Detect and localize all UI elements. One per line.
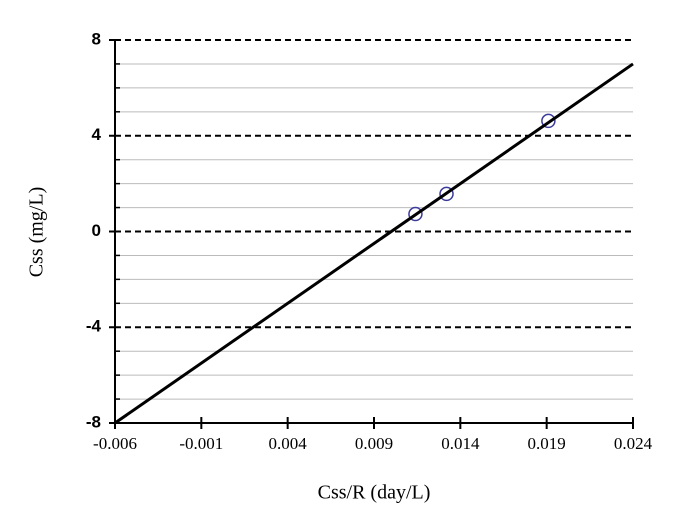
y-tick-label: 4 — [92, 125, 102, 144]
data-point — [541, 113, 556, 129]
y-tick-label: -4 — [86, 317, 102, 336]
x-tick-label: 0.019 — [528, 434, 566, 453]
y-axis-label: Css (mg/L) — [26, 187, 48, 278]
data-point — [408, 206, 423, 222]
y-tick-label: 8 — [92, 29, 101, 48]
y-tick-label: -8 — [86, 412, 101, 431]
fit-line — [114, 62, 634, 425]
x-axis-label: Css/R (day/L) — [318, 482, 431, 504]
x-tick-label: 0.004 — [269, 434, 308, 453]
x-tick-label: 0.014 — [441, 434, 480, 453]
data-point — [439, 186, 454, 202]
y-tick-label: 0 — [92, 221, 101, 240]
x-tick-label: 0.009 — [355, 434, 393, 453]
x-tick-label: -0.006 — [93, 434, 137, 453]
x-tick-label: -0.001 — [179, 434, 223, 453]
x-tick-label: 0.024 — [614, 434, 653, 453]
